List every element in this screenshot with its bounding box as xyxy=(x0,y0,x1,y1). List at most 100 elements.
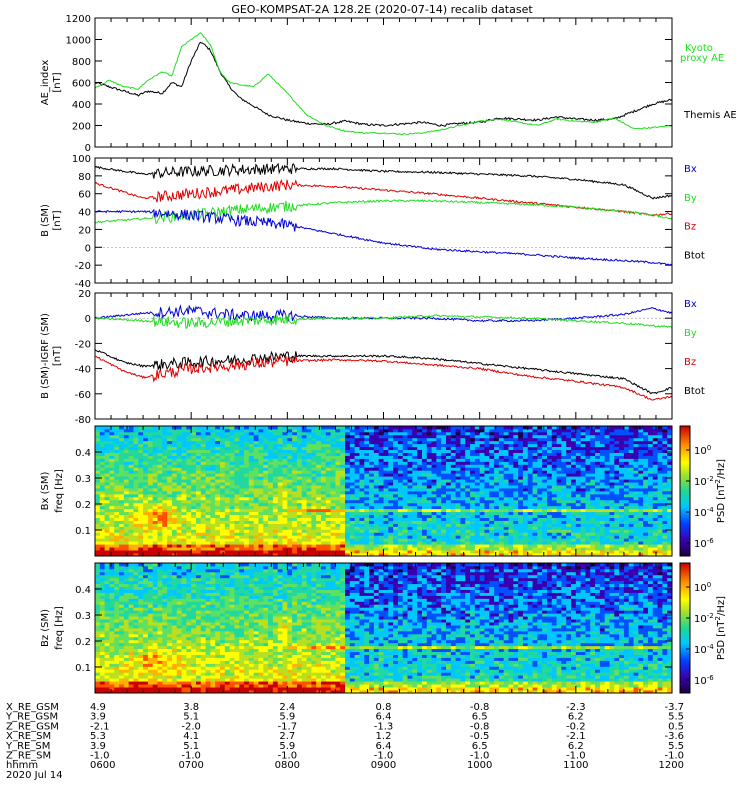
orbit-value: 5.9 xyxy=(279,712,295,723)
freq-tick-label: 0.2 xyxy=(75,637,91,648)
orbit-value: 6.2 xyxy=(568,712,584,723)
orbit-value: 1200 xyxy=(659,760,684,771)
legend-bx: Bx xyxy=(684,164,697,175)
colorbar xyxy=(679,425,691,557)
orbit-value: -2.1 xyxy=(90,721,110,732)
component-label: Bx (SM) xyxy=(40,472,51,511)
y-tick-label: 800 xyxy=(72,57,91,68)
orbit-value: 6.2 xyxy=(568,741,584,752)
y-tick-label: 400 xyxy=(72,100,91,111)
series-line-bx xyxy=(94,304,673,323)
legend-bz: Bz xyxy=(684,222,696,233)
legend-btot: Btot xyxy=(684,386,705,397)
y-tick-label: 40 xyxy=(78,208,91,219)
orbit-row-label: X_RE_GSM xyxy=(6,702,59,713)
orbit-value: 4.9 xyxy=(90,702,106,713)
freq-tick-label: 0.3 xyxy=(75,474,91,485)
orbit-value: 5.1 xyxy=(183,712,199,723)
panel-frame xyxy=(94,157,673,284)
y-axis-label: B (SM) xyxy=(40,204,51,237)
y-tick-label: 600 xyxy=(72,79,91,90)
orbit-value: 4.1 xyxy=(183,731,199,742)
orbit-row-label: Y_RE_SM xyxy=(5,741,50,752)
series-line-kyoto-proxy-ae xyxy=(94,32,673,136)
orbit-value: 6.4 xyxy=(376,712,392,723)
series-line-by xyxy=(94,314,673,329)
panel-5: 0.1 0.2 0.3 0.4 Bz (SM) freq [Hz] 100 10-2 10-4 1… xyxy=(40,562,727,694)
orbit-value: 0600 xyxy=(90,760,115,771)
orbit-value: -0.5 xyxy=(470,731,490,742)
legend-themis: Themis AE xyxy=(683,110,737,121)
colorbar xyxy=(679,562,691,694)
y-axis-unit: [nT] xyxy=(52,346,63,366)
y-tick-label: -60 xyxy=(75,390,91,401)
legend-kyoto-line1: Kyoto xyxy=(685,43,713,54)
orbit-value: 2.4 xyxy=(279,702,295,713)
y-tick-label: 0 xyxy=(85,243,91,254)
orbit-date: 2020 Jul 14 xyxy=(6,770,63,781)
orbit-value: 0800 xyxy=(275,760,300,771)
y-tick-label: 1200 xyxy=(66,14,91,25)
y-axis-label: AE_index xyxy=(40,60,51,106)
orbit-value: 5.1 xyxy=(183,741,199,752)
orbit-value: -1.3 xyxy=(374,721,394,732)
y-tick-label: -20 xyxy=(75,261,91,272)
y-tick-label: -80 xyxy=(75,415,91,426)
y-axis-unit: [nT] xyxy=(52,72,63,92)
legend-kyoto-line2: proxy AE xyxy=(680,53,724,64)
orbit-value: 2.7 xyxy=(279,731,295,742)
freq-tick-label: 0.4 xyxy=(75,448,91,459)
orbit-row-label: hhmm xyxy=(6,760,38,771)
y-tick-label: 0 xyxy=(85,143,91,154)
y-tick-label: 200 xyxy=(72,122,91,133)
panel-4: 0.1 0.2 0.3 0.4 Bx (SM) freq [Hz] 100 10-2 10-4 1… xyxy=(40,425,727,557)
series-line-bz xyxy=(94,355,673,401)
series-line-themis-ae xyxy=(94,41,673,127)
colorbar-tick-label: 10-2 xyxy=(694,475,714,488)
series-line-btot xyxy=(94,162,673,200)
y-tick-label: -20 xyxy=(75,339,91,350)
orbit-value: -2.3 xyxy=(566,702,586,713)
series-line-by xyxy=(94,199,673,225)
orbit-value: 6.5 xyxy=(472,741,488,752)
colorbar-label: PSD [nT2/Hz] xyxy=(714,459,727,523)
colorbar-tick-label: 10-6 xyxy=(694,537,714,550)
y-axis-label: freq [Hz] xyxy=(54,606,65,650)
series-line-bz xyxy=(94,178,673,217)
colorbar-tick-label: 10-2 xyxy=(694,612,714,625)
y-tick-label: 80 xyxy=(78,172,91,183)
panel-2: -40 -20 0 20 40 60 80 100 B (SM) [nT] Bx By Bz Btot xyxy=(40,154,705,290)
orbit-row-label: Y_RE_GSM xyxy=(5,712,58,723)
orbit-value: 6.4 xyxy=(376,741,392,752)
orbit-row-label: X_RE_SM xyxy=(6,731,51,742)
orbit-value: 3.9 xyxy=(90,712,106,723)
colorbar-tick-label: 100 xyxy=(694,444,711,457)
panel-frame xyxy=(94,17,673,148)
orbit-value: -0.2 xyxy=(566,721,586,732)
colorbar-tick-label: 10-4 xyxy=(694,643,714,656)
y-tick-label: 100 xyxy=(72,154,91,165)
orbit-value: 0.5 xyxy=(668,721,684,732)
orbit-value: -0.8 xyxy=(470,721,490,732)
legend-by: By xyxy=(684,328,697,339)
panel-3: -80 -60 -40 -20 0 20 B (SM)-IGRF (SM) [nT] Bx By B… xyxy=(40,289,705,426)
y-tick-label: -40 xyxy=(75,365,91,376)
orbit-value: -1.7 xyxy=(278,721,298,732)
orbit-value: -2.0 xyxy=(181,721,201,732)
orbit-value: 1100 xyxy=(563,760,588,771)
orbit-value: -1.0 xyxy=(374,751,394,762)
orbit-value: 5.5 xyxy=(668,712,684,723)
orbit-value: 0900 xyxy=(371,760,396,771)
orbit-value: 3.8 xyxy=(183,702,199,713)
orbit-table: X_RE_GSM 4.9 3.8 2.4 0.8 -0.8 -2.3 -3.7 Y_RE_GSM… xyxy=(5,702,684,781)
freq-tick-label: 0.1 xyxy=(75,526,91,537)
orbit-value: 6.5 xyxy=(472,712,488,723)
orbit-value: -1.0 xyxy=(90,751,110,762)
orbit-row-label: Z_RE_SM xyxy=(6,751,51,762)
legend-btot: Btot xyxy=(684,250,705,261)
colorbar-tick-label: 10-4 xyxy=(694,506,714,519)
orbit-value: 5.3 xyxy=(90,731,106,742)
y-axis-unit: [nT] xyxy=(52,210,63,230)
orbit-value: 0.8 xyxy=(376,702,392,713)
